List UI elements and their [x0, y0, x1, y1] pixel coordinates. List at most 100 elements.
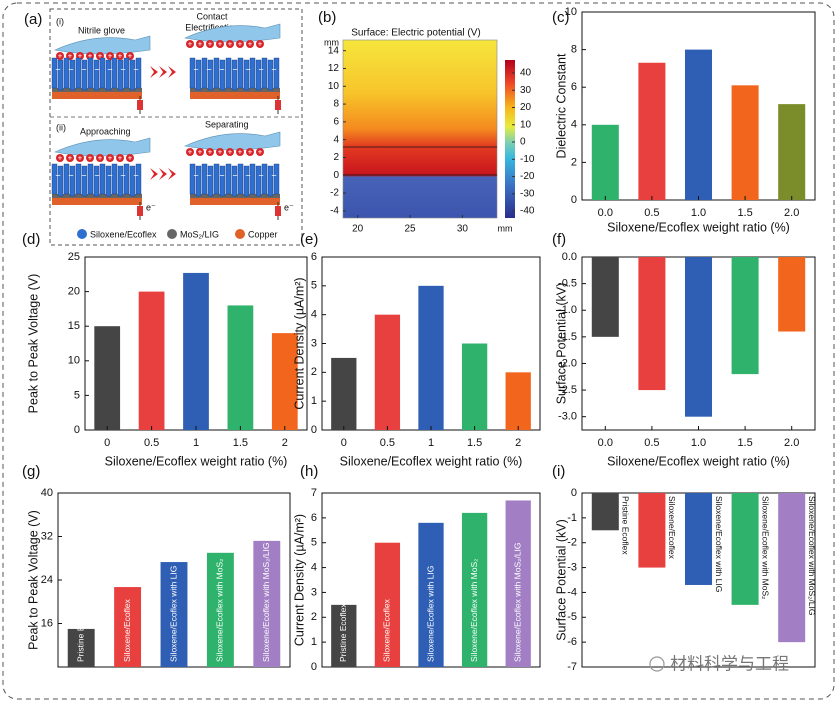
panel-label: (e) — [300, 231, 318, 248]
bar — [638, 62, 666, 201]
device-siloxene — [195, 59, 202, 91]
y-unit: mm — [324, 37, 339, 47]
diagram-a: (a) (i) Nitrile glove Contact Electrific… — [24, 8, 303, 246]
y-tick-label: 3 — [311, 337, 317, 349]
y-tick-label: 24 — [41, 574, 53, 586]
charge-sign: + — [198, 40, 203, 49]
bar — [591, 257, 619, 337]
y-tick-label: 16 — [41, 617, 53, 629]
charge-plus — [236, 148, 244, 156]
bar — [271, 333, 298, 430]
charge-sign: + — [208, 148, 213, 157]
resistor — [275, 100, 281, 110]
x-tick-label: 2.0 — [784, 207, 799, 219]
device-siloxene — [93, 59, 100, 91]
y-tick-label: 8 — [333, 99, 339, 110]
y-tick-label: 7 — [311, 487, 317, 499]
y-tick-label: -6 — [567, 636, 577, 648]
panel-label: (d) — [22, 231, 40, 248]
panel-label: (f) — [552, 231, 566, 248]
y-tick-label: 4 — [571, 119, 577, 131]
x-tick-label: 1.5 — [233, 437, 248, 449]
charge-sign: − — [232, 64, 237, 74]
charge-sign: + — [78, 52, 83, 61]
glove-label: Nitrile glove — [78, 25, 125, 35]
charge-plus — [196, 148, 204, 156]
charge-sign: − — [271, 170, 276, 180]
device-siloxene — [213, 163, 220, 195]
charge-sign: − — [107, 64, 112, 74]
device-siloxene — [105, 59, 112, 91]
x-tick-label: 1.5 — [737, 437, 752, 449]
y-tick-label: -1.5 — [558, 331, 577, 343]
device-siloxene — [75, 163, 82, 195]
device-siloxene — [249, 163, 256, 195]
legend-swatch — [167, 229, 177, 239]
x-tick-label: 1.5 — [737, 207, 752, 219]
charge-sign: + — [238, 148, 243, 157]
bar — [778, 493, 806, 643]
bar — [253, 540, 281, 667]
x-unit: mm — [498, 223, 513, 233]
device-siloxene — [261, 163, 268, 195]
y-tick-label: 0 — [311, 661, 317, 673]
charge-sign: + — [248, 40, 253, 49]
device-siloxene — [51, 57, 58, 89]
field-map — [342, 39, 498, 219]
x-tick-label: 2 — [282, 437, 288, 449]
x-axis-label: Siloxene/Ecoflex weight ratio (%) — [607, 454, 790, 468]
device-siloxene — [219, 59, 226, 91]
y-tick-label: 10 — [68, 355, 80, 367]
panel-label: (b) — [318, 9, 336, 26]
y-tick-label: 1 — [311, 636, 317, 648]
charge-plus — [86, 154, 94, 162]
charge-sign: + — [228, 148, 233, 157]
y-tick-label: 20 — [68, 286, 80, 298]
category-label: Siloxene/Ecoflex — [667, 496, 677, 560]
device-siloxene — [195, 165, 202, 197]
category-label: Siloxene/Ecoflex — [382, 598, 392, 662]
colorbar-tick-label: 30 — [520, 85, 532, 96]
charge-sign: + — [108, 52, 113, 61]
category-label: Siloxene/Ecoflex with LIG — [425, 566, 435, 662]
charge-sign: − — [120, 170, 125, 180]
bar — [227, 305, 254, 430]
y-tick-label: 2 — [571, 156, 577, 168]
x-tick-label: 0 — [104, 437, 110, 449]
y-tick-label: 0 — [571, 194, 577, 206]
charge-sign: + — [118, 154, 123, 163]
y-tick-label: 0 — [74, 424, 80, 436]
charge-sign: − — [94, 170, 99, 180]
device-siloxene — [87, 163, 94, 195]
charge-sign: + — [68, 52, 73, 61]
diagram-frame — [49, 8, 303, 246]
arrow-chevron — [159, 66, 167, 78]
x-tick-label: 1.5 — [467, 437, 482, 449]
device-siloxene — [111, 57, 118, 89]
y-tick-label: 6 — [333, 117, 339, 128]
colorbar-tick-label: 20 — [520, 102, 532, 113]
device-siloxene — [63, 163, 70, 195]
charge-sign: − — [81, 170, 86, 180]
y-tick-label: -7 — [567, 661, 577, 673]
y-tick-label: 6 — [311, 251, 317, 263]
device-siloxene — [51, 163, 58, 195]
y-tick-label: 6 — [311, 512, 317, 524]
charge-sign: − — [245, 170, 250, 180]
y-tick-label: 4 — [311, 309, 317, 321]
part-label: (i) — [56, 16, 64, 26]
y-tick-label: 2 — [333, 152, 339, 163]
bar — [731, 257, 759, 375]
charge-sign: + — [258, 40, 263, 49]
y-tick-label: 8 — [571, 44, 577, 56]
x-tick-label: 30 — [457, 224, 469, 235]
y-tick-label: 14 — [328, 45, 340, 56]
device-siloxene — [57, 165, 64, 197]
charge-sign: − — [245, 64, 250, 74]
watermark-icon — [649, 656, 665, 672]
charge-plus — [106, 154, 114, 162]
y-tick-label: 12 — [328, 63, 340, 74]
device-siloxene — [87, 57, 94, 89]
charge-sign: − — [81, 64, 86, 74]
bar — [591, 124, 619, 200]
